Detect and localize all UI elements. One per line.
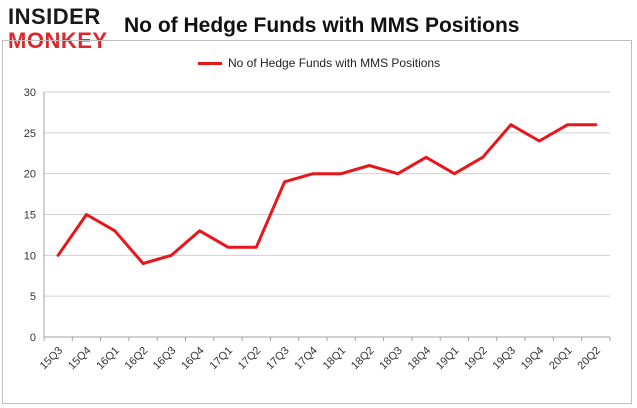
- x-tick-label: 17Q2: [236, 345, 264, 373]
- data-point: [85, 213, 88, 216]
- x-tick-label: 19Q3: [491, 345, 519, 373]
- data-point: [311, 172, 315, 175]
- x-tick-label: 16Q2: [123, 345, 151, 373]
- data-point: [424, 156, 428, 159]
- logo-line-1: INSIDER: [8, 4, 101, 29]
- data-point: [396, 172, 399, 175]
- y-tick-label: 10: [24, 250, 36, 262]
- y-tick-label: 5: [30, 291, 36, 303]
- legend-label: No of Hedge Funds with MMS Positions: [228, 56, 441, 70]
- x-tick-label: 19Q4: [519, 345, 547, 373]
- data-point: [283, 180, 286, 184]
- data-point: [339, 172, 343, 175]
- x-tick-label: 16Q3: [151, 345, 179, 373]
- x-tick-label: 19Q2: [462, 345, 490, 373]
- x-tick-label: 15Q3: [38, 345, 66, 373]
- x-tick-label: 19Q1: [434, 345, 462, 373]
- data-point: [170, 254, 173, 257]
- data-point: [141, 262, 145, 265]
- data-point: [509, 123, 513, 126]
- chart-title: No of Hedge Funds with MMS Positions: [124, 14, 520, 37]
- data-point: [368, 164, 371, 167]
- x-tick-label: 20Q1: [547, 345, 575, 373]
- data-point: [566, 123, 569, 126]
- data-point: [56, 254, 60, 257]
- x-tick-label: 16Q4: [179, 345, 207, 373]
- x-tick-label: 18Q4: [406, 345, 434, 373]
- chart-frame: [2, 40, 632, 404]
- y-tick-label: 25: [24, 128, 36, 140]
- data-point: [198, 229, 201, 233]
- x-tick-label: 17Q1: [208, 345, 236, 373]
- data-point: [594, 123, 598, 126]
- x-tick-label: 16Q1: [94, 345, 122, 373]
- legend-swatch: [198, 61, 222, 65]
- y-tick-label: 15: [24, 210, 36, 222]
- x-tick-label: 18Q2: [349, 345, 377, 373]
- x-tick-label: 20Q2: [575, 345, 603, 373]
- x-tick-label: 18Q3: [377, 345, 405, 373]
- chart-legend: No of Hedge Funds with MMS Positions: [198, 56, 440, 70]
- data-point: [453, 172, 456, 175]
- x-tick-label: 17Q4: [292, 345, 320, 373]
- data-point: [481, 156, 484, 159]
- y-tick-label: 20: [24, 169, 36, 181]
- data-point: [226, 245, 230, 249]
- data-point: [538, 139, 541, 143]
- series-line: [56, 123, 598, 265]
- x-tick-label: 18Q1: [321, 345, 349, 373]
- x-tick-label: 15Q4: [66, 345, 94, 373]
- x-tick-label: 17Q3: [264, 345, 292, 373]
- data-point: [113, 229, 116, 233]
- y-tick-label: 0: [30, 332, 36, 344]
- y-tick-label: 30: [24, 87, 36, 99]
- data-point: [255, 245, 258, 249]
